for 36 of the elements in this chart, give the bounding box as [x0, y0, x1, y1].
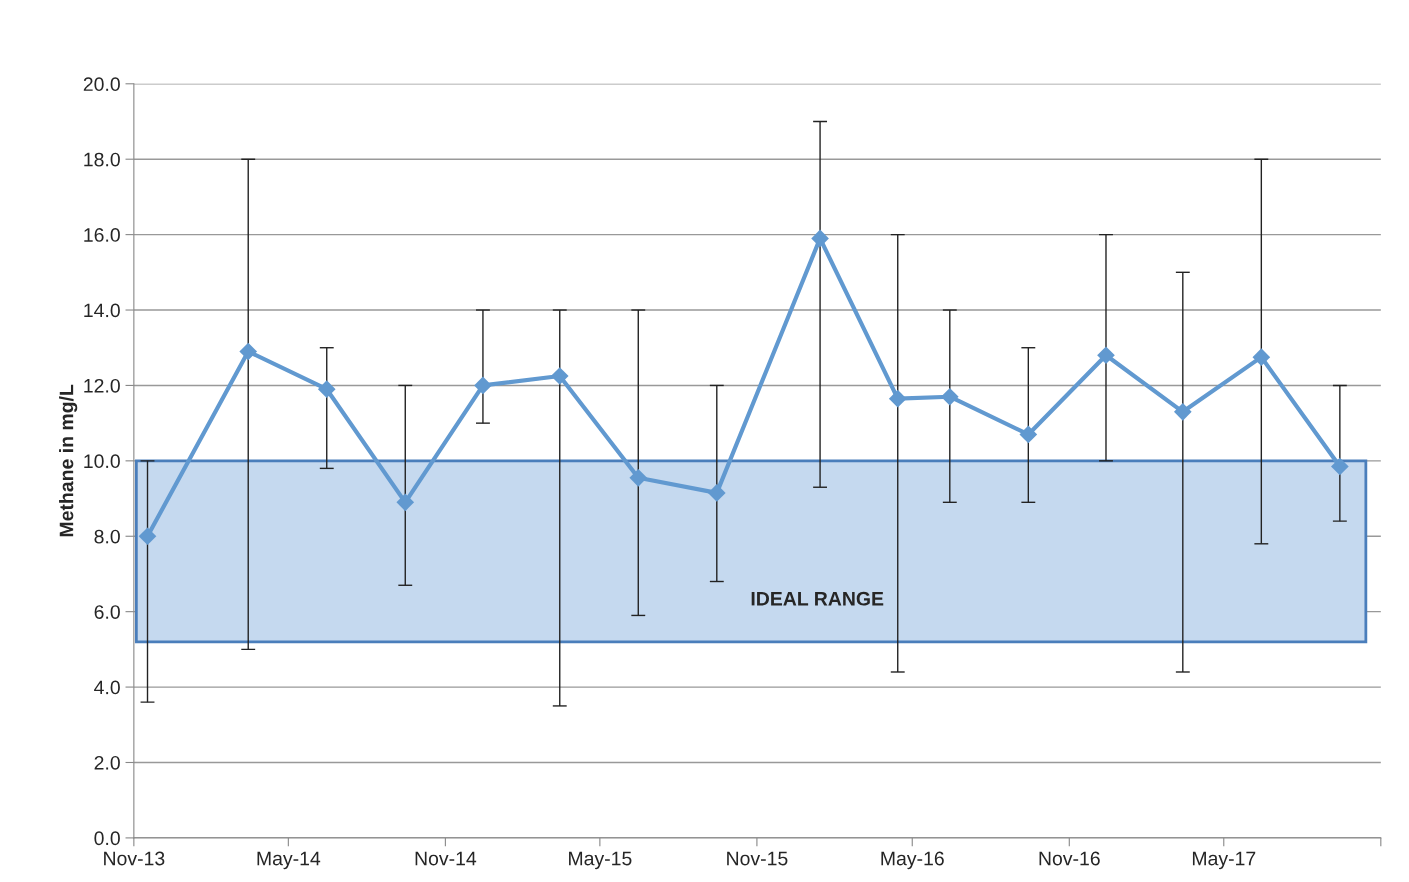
y-tick-label: 2.0	[94, 755, 120, 770]
x-tick-label: May-16	[881, 851, 944, 870]
point	[707, 484, 726, 502]
point	[550, 367, 569, 385]
y-tick-label: 0.0	[94, 831, 120, 846]
point	[1252, 348, 1271, 366]
x-tick-label: May-17	[1192, 851, 1256, 870]
point	[629, 468, 648, 487]
point	[396, 493, 415, 512]
point	[1173, 402, 1192, 421]
y-tick-label: 16.0	[84, 228, 120, 242]
y-tick-label: 8.0	[94, 529, 120, 544]
point	[474, 376, 492, 395]
point	[811, 229, 829, 248]
y-tick-label: 10.0	[84, 454, 120, 469]
y-tick-label: 14.0	[84, 303, 120, 318]
band-label: IDEAL RANGE	[751, 591, 884, 606]
point	[138, 527, 157, 546]
y-tick-label: 6.0	[94, 605, 120, 619]
x-tick-label: Nov-13	[104, 851, 165, 866]
point	[1331, 457, 1349, 476]
point	[888, 389, 907, 408]
point	[1019, 425, 1038, 444]
x-tick-label: May-14	[257, 851, 321, 870]
x-tick-label: Nov-14	[415, 851, 477, 866]
y-tick-label: 20.0	[83, 77, 120, 92]
x-tick-label: Nov-16	[1039, 851, 1100, 866]
y-tick-label: 4.0	[94, 680, 120, 695]
y-tick-label: 12.0	[84, 378, 120, 393]
x-tick-label: May-15	[569, 851, 632, 870]
y-axis-title: Methane in mg/L	[59, 384, 78, 537]
y-tick-label: 18.0	[84, 152, 120, 167]
point	[239, 342, 258, 361]
point	[317, 380, 336, 399]
x-tick-label: Nov-15	[727, 851, 788, 866]
point	[1097, 346, 1115, 365]
